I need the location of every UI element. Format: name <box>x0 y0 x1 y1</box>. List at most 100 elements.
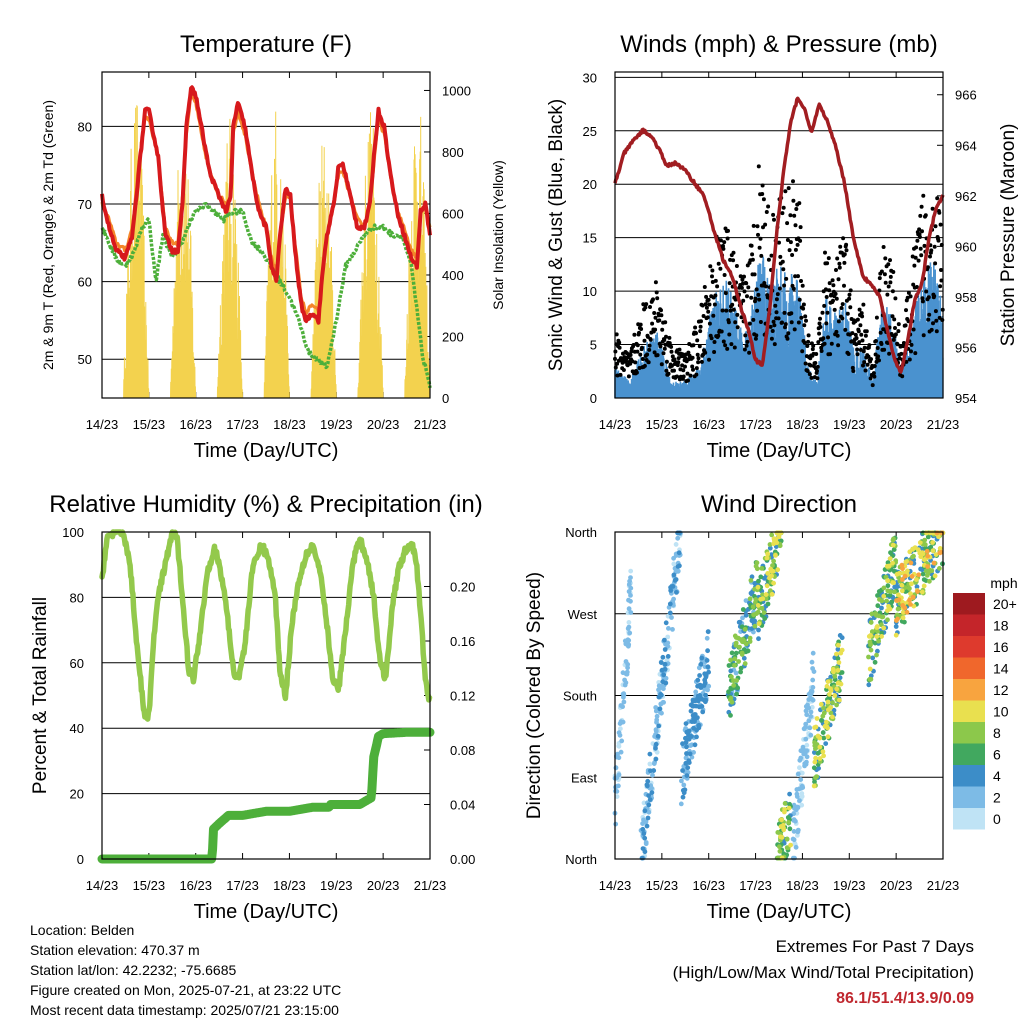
legend-title: mph <box>990 575 1017 591</box>
x-tick-label-3-5: 19/23 <box>833 878 866 893</box>
y-tick-label-3-3: West <box>568 607 598 622</box>
location-text: Location: Belden <box>30 922 135 938</box>
y2-tick-label-2-2: 0.08 <box>450 743 475 758</box>
y2-tick-label-0-2: 400 <box>442 268 464 283</box>
legend-label-10: 0 <box>993 811 1001 827</box>
y-tick-label-1-6: 30 <box>583 70 597 85</box>
y2-tick-label-0-1: 200 <box>442 329 464 344</box>
legend-swatch-1 <box>953 614 985 636</box>
y2-tick-label-2-0: 0.00 <box>450 852 475 867</box>
legend-label-6: 8 <box>993 725 1001 741</box>
x-tick-label-0-2: 16/23 <box>179 417 212 432</box>
x-tick-label-1-2: 16/23 <box>692 417 725 432</box>
x-tick-label-0-6: 20/23 <box>367 417 400 432</box>
temperature-panel: Temperature (F) Time (Day/UTC) 14/23 15/23 1… <box>40 31 506 462</box>
y2-tick-label-1-5: 964 <box>955 138 977 153</box>
x-axis-label-1: Time (Day/UTC) <box>707 440 852 462</box>
y-tick-label-0-3: 80 <box>78 119 92 134</box>
plot-border-1 <box>614 71 944 399</box>
x-tick-label-2-2: 16/23 <box>179 878 212 893</box>
x-tick-label-1-4: 18/23 <box>786 417 819 432</box>
y-tick-label-1-1: 5 <box>590 338 597 353</box>
y-tick-label-2-5: 100 <box>62 525 84 540</box>
x-tick-label-2-0: 14/23 <box>86 878 119 893</box>
y2-tick-label-2-1: 0.04 <box>450 798 475 813</box>
y2-tick-label-1-0: 954 <box>955 391 977 406</box>
y2-tick-label-2-4: 0.16 <box>450 634 475 649</box>
plot-border-0 <box>101 71 431 399</box>
legend-label-2: 16 <box>993 639 1009 655</box>
legend-swatch-9 <box>953 786 985 808</box>
y-tick-label-3-1: East <box>571 770 597 785</box>
x-tick-label-0-0: 14/23 <box>86 417 119 432</box>
y2-tick-label-1-3: 960 <box>955 239 977 254</box>
y-tick-label-1-5: 25 <box>583 124 597 139</box>
legend-swatch-0 <box>953 593 985 615</box>
y2-tick-label-0-0: 0 <box>442 391 449 406</box>
x-tick-label-3-1: 15/23 <box>646 878 679 893</box>
y-tick-label-3-0: North <box>565 852 597 867</box>
legend-label-7: 6 <box>993 747 1001 763</box>
winds-pressure-panel: Winds (mph) & Pressure (mb) Time (Day/UTC… <box>546 31 1019 462</box>
y2-tick-label-1-6: 966 <box>955 88 977 103</box>
extremes-box: Extremes For Past 7 Days (High/Low/Max W… <box>673 934 974 1012</box>
x-tick-label-3-3: 17/23 <box>739 878 772 893</box>
y2-tick-label-1-2: 958 <box>955 290 977 305</box>
x-tick-label-3-0: 14/23 <box>599 878 632 893</box>
y-tick-label-0-1: 60 <box>78 275 92 290</box>
y-tick-label-1-0: 0 <box>590 391 597 406</box>
series-line-2m-td <box>100 201 432 389</box>
y2-tick-label-1-1: 956 <box>955 340 977 355</box>
legend-label-3: 14 <box>993 661 1009 677</box>
y-tick-label-3-4: North <box>565 525 597 540</box>
legend-swatch-7 <box>953 743 985 765</box>
x-tick-label-2-3: 17/23 <box>226 878 259 893</box>
legend-swatch-5 <box>953 700 985 722</box>
chart-title-3: Wind Direction <box>701 491 857 518</box>
legend-swatch-4 <box>953 679 985 701</box>
created-text: Figure created on Mon, 2025-07-21, at 23… <box>30 982 342 998</box>
plot-border-3 <box>614 531 944 860</box>
x-tick-label-2-6: 20/23 <box>367 878 400 893</box>
extremes-subtitle: (High/Low/Max Wind/Total Precipitation) <box>672 963 974 982</box>
plot-border-2 <box>101 531 431 860</box>
x-tick-label-1-6: 20/23 <box>880 417 913 432</box>
series-line-total-rainfall <box>97 727 435 864</box>
y2-tick-label-2-5: 0.20 <box>450 580 475 595</box>
x-axis-label-2: Time (Day/UTC) <box>194 901 339 923</box>
y-axis-label-1: Sonic Wind & Gust (Blue, Black) <box>546 99 567 371</box>
y-tick-label-2-3: 60 <box>70 656 84 671</box>
legend-label-0: 20+ <box>993 596 1017 612</box>
latlon-text: Station lat/lon: 42.2232; -75.6685 <box>30 962 237 978</box>
extremes-values: 86.1/51.4/13.9/0.09 <box>836 990 974 1007</box>
legend-swatch-6 <box>953 722 985 744</box>
series-line-relative-humidity <box>99 529 433 722</box>
y2-tick-label-0-4: 800 <box>442 145 464 160</box>
y-axis-label-0: 2m & 9m T (Red, Orange) & 2m Td (Green) <box>40 100 56 370</box>
x-tick-label-0-1: 15/23 <box>133 417 166 432</box>
legend-label-5: 10 <box>993 704 1009 720</box>
series-line-2m-t <box>100 85 432 325</box>
y2-axis-label-1: Station Pressure (Maroon) <box>998 124 1019 347</box>
y-axis-label-3: Direction (Colored By Speed) <box>524 572 545 819</box>
x-tick-label-3-7: 21/23 <box>927 878 960 893</box>
legend-label-4: 12 <box>993 682 1009 698</box>
chart-title-2: Relative Humidity (%) & Precipitation (i… <box>49 491 482 518</box>
y2-tick-label-0-5: 1000 <box>442 83 471 98</box>
legend-swatch-10 <box>953 808 985 830</box>
pressure-series <box>613 96 945 374</box>
y2-tick-label-1-4: 962 <box>955 189 977 204</box>
speed-legend: mph 20+ 18 16 14 12 10 8 6 4 2 0 <box>953 575 1018 830</box>
x-tick-label-0-7: 21/23 <box>414 417 447 432</box>
y-tick-label-0-0: 50 <box>78 352 92 367</box>
direction-points-speed-4 <box>639 530 946 861</box>
x-tick-label-2-4: 18/23 <box>273 878 306 893</box>
humidity-precip-panel: Relative Humidity (%) & Precipitation (i… <box>30 491 483 923</box>
direction-points-speed-12 <box>894 530 945 623</box>
x-tick-label-1-5: 19/23 <box>833 417 866 432</box>
y-tick-label-1-3: 15 <box>583 231 597 246</box>
y2-axis-label-0: Solar Insolation (Yellow) <box>490 160 506 310</box>
y-tick-label-3-2: South <box>563 689 597 704</box>
y-tick-label-2-1: 20 <box>70 787 84 802</box>
